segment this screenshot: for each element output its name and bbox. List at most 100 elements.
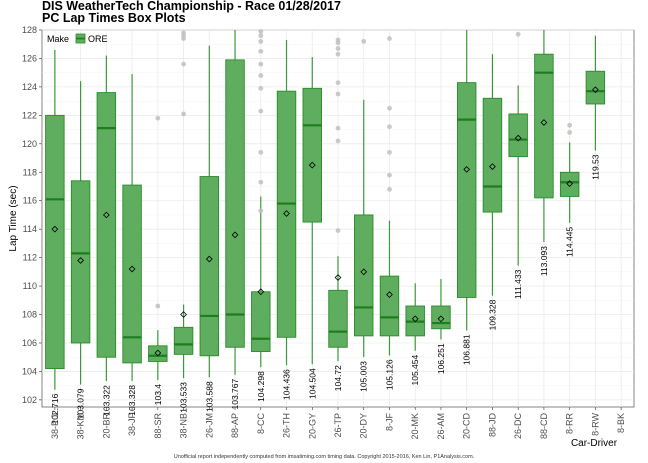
y-tick-label: 124 — [22, 82, 37, 92]
mean-marker — [205, 255, 213, 263]
y-tick-label: 122 — [22, 110, 37, 120]
outlier-point — [258, 29, 264, 34]
mean-marker — [592, 86, 599, 94]
mean-marker — [102, 211, 110, 219]
x-tick-label: 8-BK — [616, 413, 626, 433]
min-value-label: 111.433 — [513, 269, 523, 299]
x-tick-label: 8-RR — [565, 413, 575, 435]
box-38-nb — [173, 304, 194, 379]
legend: Make ORE — [47, 33, 108, 44]
box-20-dy — [354, 99, 374, 358]
mean-marker — [128, 265, 136, 273]
box-iqr — [276, 90, 297, 338]
min-value-label: 104.504 — [307, 368, 317, 399]
x-tick-label: 26-JM — [204, 413, 214, 438]
box-88-ap — [225, 30, 245, 375]
outlier-point — [515, 31, 521, 37]
box-iqr — [379, 275, 400, 337]
box-iqr — [70, 180, 91, 344]
outlier-point — [181, 61, 186, 67]
min-value-label: 104.72 — [333, 365, 343, 391]
outlier-point — [335, 91, 341, 97]
outlier-point — [258, 73, 264, 78]
box-8-rr — [559, 142, 580, 223]
min-value-label: 113.093 — [539, 246, 549, 276]
min-value-label: 103.533 — [179, 382, 189, 413]
outlier-point — [387, 105, 392, 111]
mean-marker — [257, 288, 265, 296]
x-tick-label: 88-JD — [487, 413, 497, 438]
x-tick-label: 8-CC — [256, 413, 266, 435]
box-26-tp — [328, 256, 348, 362]
x-tick-label: 8-RW — [590, 413, 600, 436]
box-iqr — [482, 97, 503, 213]
box-iqr — [148, 345, 168, 362]
mean-marker — [514, 134, 522, 142]
min-value-label: 103.079 — [76, 388, 86, 419]
min-value-label: 103.767 — [230, 378, 240, 409]
x-tick-label: 8-JF — [384, 412, 394, 431]
x-axis: 38-PO 38-KM 20-BR 38-JF 88-SR 38-NB 26-JM 88-AP… — [50, 407, 626, 440]
box-iqr — [173, 326, 194, 355]
box-26-dc — [508, 85, 528, 266]
box-iqr — [559, 171, 580, 197]
outlier-point — [258, 85, 264, 91]
y-tick-label: 104 — [22, 366, 37, 376]
min-value-label: 103.322 — [101, 385, 111, 416]
y-tick-label: 120 — [22, 139, 37, 149]
box-iqr — [431, 305, 451, 330]
y-tick-label: 126 — [22, 53, 37, 63]
y-axis-title: Lap Time (sec) — [8, 185, 19, 251]
mean-marker — [51, 225, 59, 233]
outlier-point — [387, 186, 392, 192]
min-label-layer: 102.716 103.079 103.322 103.328 103.4 103.533… — [50, 154, 601, 424]
box-iqr — [199, 176, 220, 357]
x-tick-label: 88-AP — [230, 413, 240, 438]
x-tick-label: 38-PO — [50, 413, 60, 439]
outlier-point — [155, 303, 161, 309]
min-value-label: 105.003 — [359, 361, 369, 392]
outlier-point — [387, 172, 392, 178]
outlier-point — [335, 80, 341, 86]
min-value-label: 104.436 — [282, 369, 292, 400]
min-value-label: 103.4 — [153, 384, 163, 406]
box-iqr — [456, 82, 477, 298]
box-88-jd — [482, 54, 503, 296]
mean-marker — [411, 315, 419, 323]
y-tick-label: 106 — [22, 338, 37, 348]
mean-marker — [308, 161, 316, 169]
y-tick-label: 102 — [22, 395, 37, 405]
x-tick-label: 38-JF — [127, 413, 137, 437]
legend-entry-ore: ORE — [88, 34, 108, 44]
box-iqr — [96, 92, 117, 358]
min-value-label: 103.588 — [204, 381, 214, 412]
outlier-point — [567, 122, 573, 128]
y-axis: 102 104 106 108 110 112 114 116 118 120 122 124 126 1… — [22, 25, 42, 405]
mean-marker — [283, 210, 290, 217]
outlier-point — [335, 40, 341, 46]
outlier-point — [387, 36, 392, 41]
outlier-point — [335, 228, 341, 233]
x-tick-label: 88-CD — [539, 413, 549, 440]
x-tick-label: 20-CD — [462, 413, 472, 440]
mean-marker — [463, 166, 471, 173]
mean-marker — [334, 274, 342, 281]
box-layer — [45, 30, 606, 390]
box-iqr — [354, 214, 374, 337]
x-tick-label: 26-TH — [282, 413, 292, 438]
x-axis-title: Car-Driver — [571, 438, 618, 449]
box-iqr — [534, 53, 554, 199]
mean-marker — [437, 315, 445, 323]
x-tick-label: 20-GY — [307, 413, 317, 439]
x-tick-label: 26-TP — [333, 413, 343, 438]
x-tick-label: 38-NB — [179, 413, 189, 439]
box-26-am — [431, 278, 451, 340]
box-20-br — [96, 55, 117, 382]
x-tick-label: 38-KM — [76, 413, 86, 440]
outlier-point — [258, 33, 264, 39]
outlier-point — [387, 149, 392, 155]
outlier-point — [258, 208, 264, 214]
outlier-layer — [155, 29, 573, 309]
box-88-sr — [148, 330, 168, 380]
mean-marker — [386, 291, 393, 298]
